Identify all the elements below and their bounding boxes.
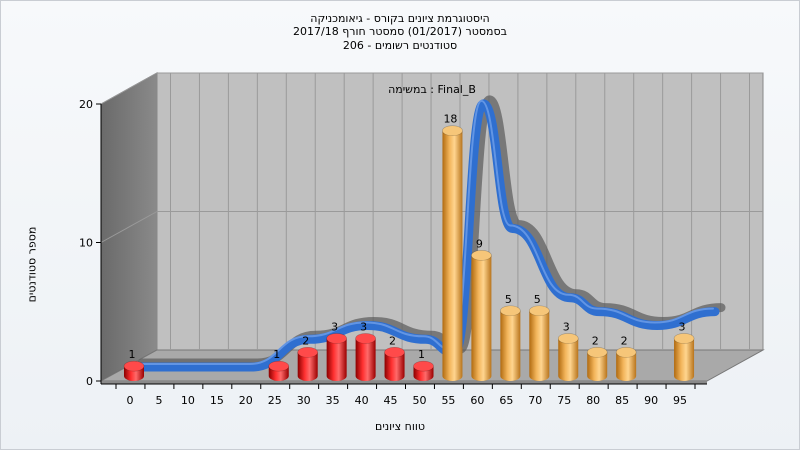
bar [268, 360, 290, 382]
bar [413, 360, 434, 382]
x-tick-label: 25 [268, 394, 282, 407]
x-tick-label: 85 [615, 394, 629, 407]
bar [471, 250, 492, 382]
chart-front-floor-edge [101, 381, 707, 384]
data-label: 5 [534, 293, 541, 306]
x-tick-label: 10 [181, 394, 195, 407]
bar-body [674, 338, 695, 382]
data-label: 1 [418, 348, 425, 361]
x-tick-label: 80 [586, 394, 600, 407]
bar-top [673, 333, 695, 344]
x-tick-label: 75 [557, 394, 571, 407]
bar-top [442, 125, 463, 136]
bar [384, 346, 405, 382]
x-tick-label: 20 [239, 394, 253, 407]
bar-top [384, 346, 405, 358]
y-tick-label: 0 [86, 375, 93, 388]
data-label: 3 [563, 320, 570, 333]
bar [615, 346, 637, 382]
bar-body [326, 338, 347, 382]
distribution-curve [131, 95, 726, 372]
bar-top [528, 305, 550, 317]
data-label: 3 [679, 320, 686, 333]
bar-body [384, 352, 405, 382]
bar-top [326, 333, 347, 344]
bars [123, 125, 695, 382]
y-tick-label: 20 [79, 98, 93, 111]
curve-line [131, 99, 720, 372]
data-label: 18 [443, 113, 457, 126]
x-tick-label: 40 [355, 394, 369, 407]
bar-top [297, 346, 319, 358]
bar-top [471, 250, 492, 261]
bar [326, 333, 347, 382]
bar-body [616, 352, 637, 382]
bar-body [529, 310, 550, 382]
chart-subtitle: במשימה : Final_B [388, 83, 476, 96]
bar-top [586, 346, 608, 358]
x-tick-label: 35 [326, 394, 340, 407]
gridline-side [100, 72, 158, 105]
x-tick-label: 45 [384, 394, 398, 407]
bar [442, 125, 463, 382]
bar-body [297, 352, 318, 382]
data-label: 2 [592, 334, 599, 347]
bar [500, 305, 521, 382]
bar-body [500, 310, 521, 382]
chart-title-line-2: בסמסטר (01/2017) סמסטר חורף 2017/18 [293, 25, 507, 38]
data-label: 2 [302, 334, 309, 347]
bar-body [587, 352, 608, 382]
data-label: 1 [273, 348, 280, 361]
y-tick-label: 10 [79, 237, 93, 250]
x-tick-label: 50 [413, 394, 427, 407]
data-label: 5 [505, 293, 512, 306]
data-label: 9 [476, 237, 483, 250]
curve-highlight [133, 99, 714, 366]
bar-top [615, 346, 637, 358]
bar-body [558, 338, 579, 382]
bar-body [355, 338, 376, 382]
gridline-side [100, 211, 158, 243]
chart-title-line-3: סטודנטים רשומים - 206 [342, 39, 458, 52]
bar-top [355, 333, 376, 344]
bar-top [413, 360, 434, 372]
bar [586, 346, 608, 382]
x-tick-label: 70 [528, 394, 542, 407]
data-label: 2 [389, 334, 396, 347]
x-axis-label: טווח ציונים [375, 420, 425, 433]
bar-body [471, 255, 492, 382]
x-tick-label: 15 [210, 394, 224, 407]
bar [123, 360, 145, 381]
bar [557, 333, 579, 382]
bar-top [500, 305, 521, 317]
data-label: 2 [621, 334, 628, 347]
bar [528, 305, 550, 382]
data-label: 3 [360, 320, 367, 333]
chart-title-line-1: היסטוגרמת ציונים בקורס - גיאומכניקה [310, 12, 490, 25]
bar-top [557, 333, 579, 344]
x-tick-label: 95 [673, 394, 687, 407]
bar-top [268, 360, 290, 372]
axes [96, 103, 707, 389]
bar-body [442, 130, 463, 382]
bar [297, 346, 319, 382]
x-tick-label: 60 [470, 394, 484, 407]
bar [355, 333, 376, 382]
bar-top [123, 360, 145, 372]
data-label: 1 [129, 348, 136, 361]
x-tick-label: 65 [499, 394, 513, 407]
x-tick-label: 55 [441, 394, 455, 407]
x-tick-label: 5 [155, 394, 162, 407]
data-label: 3 [331, 320, 338, 333]
bar [673, 333, 695, 382]
x-tick-label: 30 [297, 394, 311, 407]
x-tick-label: 90 [644, 394, 658, 407]
x-tick-label: 0 [127, 394, 134, 407]
